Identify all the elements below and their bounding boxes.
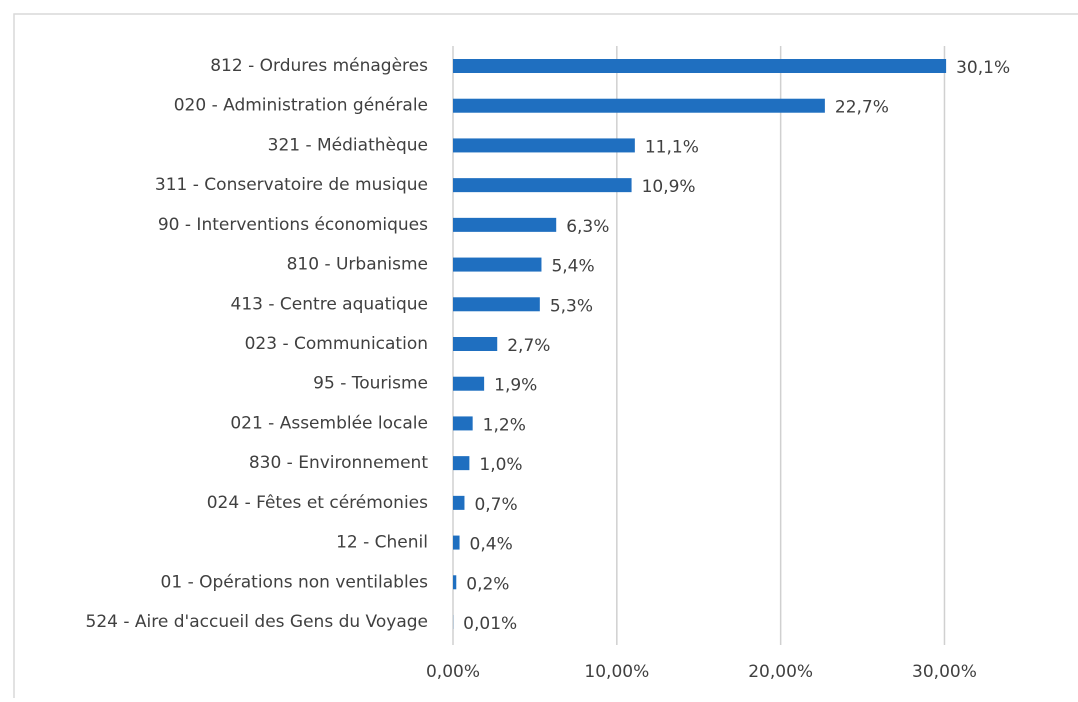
y-tick-label: 95 - Tourisme xyxy=(313,374,428,394)
y-tick-label: 020 - Administration générale xyxy=(174,96,428,116)
value-label: 0,01% xyxy=(463,614,517,634)
value-label: 1,2% xyxy=(483,415,526,435)
value-label: 10,9% xyxy=(642,177,696,197)
bar xyxy=(453,218,556,232)
bar xyxy=(453,416,473,430)
bar xyxy=(453,258,541,272)
bar xyxy=(453,178,632,192)
y-tick-label: 413 - Centre aquatique xyxy=(231,294,428,314)
y-tick-label: 12 - Chenil xyxy=(336,533,428,553)
x-tick-label: 30,00% xyxy=(912,662,977,682)
bar xyxy=(453,138,635,152)
value-label: 6,3% xyxy=(566,217,609,237)
value-label: 0,7% xyxy=(474,495,517,515)
bar xyxy=(453,496,464,510)
y-tick-label: 812 - Ordures ménagères xyxy=(210,56,428,76)
value-label: 1,9% xyxy=(494,376,537,396)
bar xyxy=(453,536,460,550)
value-label: 1,0% xyxy=(479,455,522,475)
value-label: 0,4% xyxy=(470,535,513,555)
x-tick-label: 20,00% xyxy=(748,662,813,682)
value-label: 30,1% xyxy=(956,58,1010,78)
bar xyxy=(453,575,456,589)
x-tick-label: 10,00% xyxy=(584,662,649,682)
y-tick-label: 90 - Interventions économiques xyxy=(158,215,428,235)
bar xyxy=(453,297,540,311)
bar xyxy=(453,99,825,113)
y-tick-label: 321 - Médiathèque xyxy=(268,135,428,155)
y-tick-label: 024 - Fêtes et cérémonies xyxy=(207,493,428,513)
value-label: 5,4% xyxy=(551,257,594,277)
y-tick-label: 810 - Urbanisme xyxy=(287,255,428,275)
bar xyxy=(453,59,946,73)
y-tick-label: 01 - Opérations non ventilables xyxy=(161,572,429,592)
value-label: 0,2% xyxy=(466,574,509,594)
y-tick-label: 021 - Assemblée locale xyxy=(230,413,428,433)
x-tick-label: 0,00% xyxy=(426,662,480,682)
bar xyxy=(453,456,469,470)
y-tick-label: 023 - Communication xyxy=(245,334,428,354)
bar xyxy=(453,377,484,391)
value-label: 2,7% xyxy=(507,336,550,356)
bar xyxy=(453,337,497,351)
y-tick-label: 524 - Aire d'accueil des Gens du Voyage xyxy=(86,612,428,632)
value-label: 11,1% xyxy=(645,137,699,157)
chart-frame xyxy=(14,14,1078,698)
y-tick-label: 311 - Conservatoire de musique xyxy=(155,175,428,195)
y-tick-label: 830 - Environnement xyxy=(249,453,429,473)
value-label: 5,3% xyxy=(550,296,593,316)
value-label: 22,7% xyxy=(835,98,889,118)
